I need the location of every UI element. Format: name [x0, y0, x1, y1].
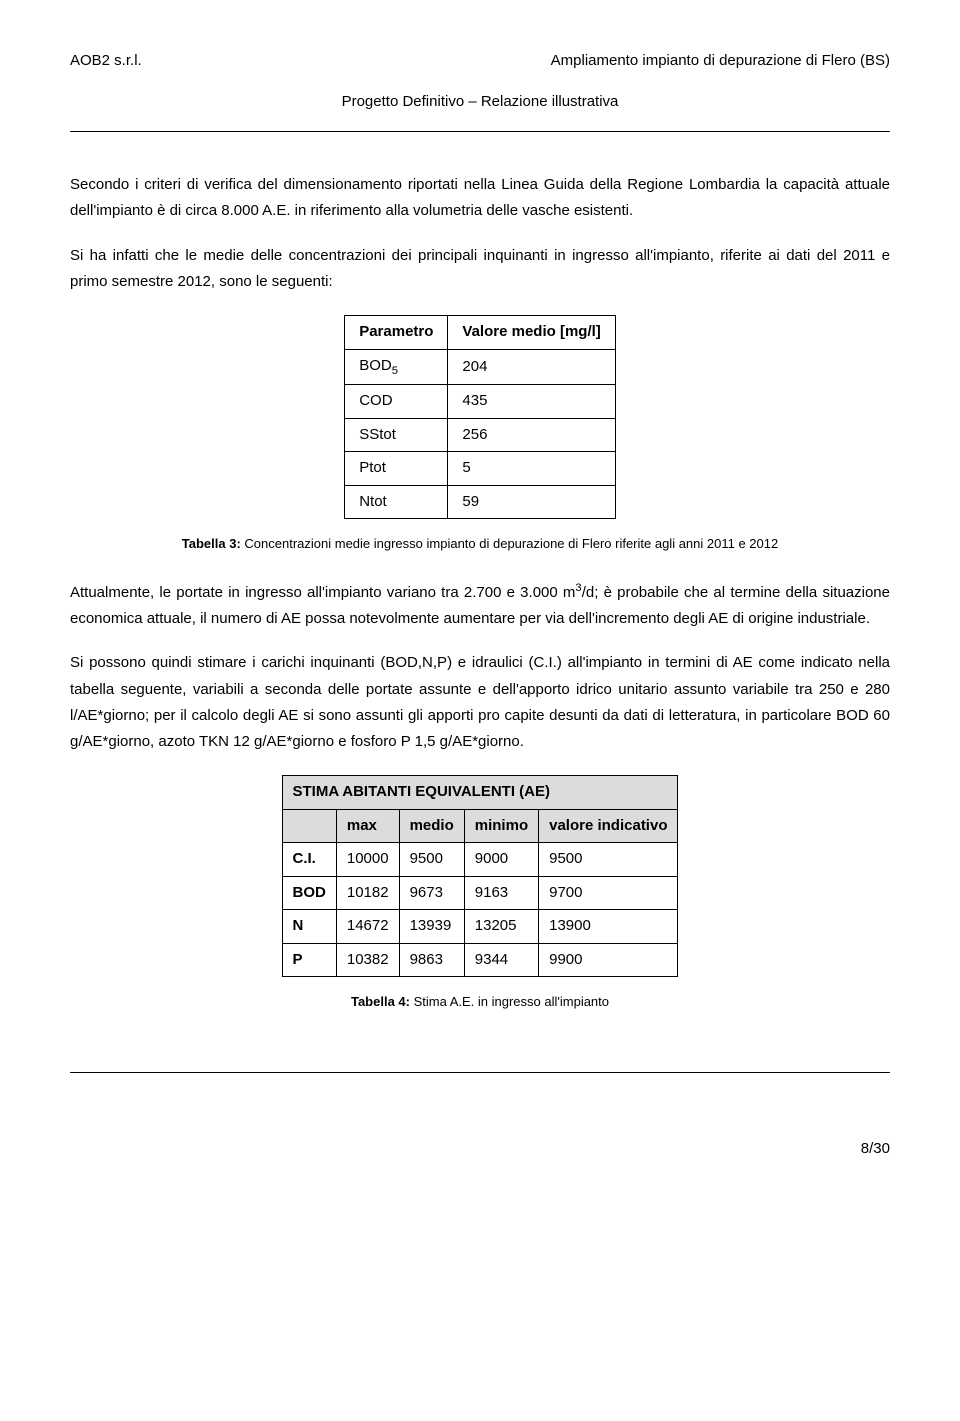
- table-row: BOD 10182 9673 9163 9700: [282, 876, 678, 910]
- cell: 13205: [464, 910, 538, 944]
- row-label: C.I.: [282, 843, 336, 877]
- table-title: STIMA ABITANTI EQUIVALENTI (AE): [282, 776, 678, 810]
- paragraph-4: Si possono quindi stimare i carichi inqu…: [70, 650, 890, 755]
- value-cell: 435: [448, 385, 615, 419]
- table-concentrations: Parametro Valore medio [mg/l] BOD5 204 C…: [344, 315, 616, 519]
- cell: 9163: [464, 876, 538, 910]
- param-cell: Ntot: [345, 485, 448, 519]
- table-3-caption: Tabella 3: Concentrazioni medie ingresso…: [70, 534, 890, 554]
- table-row: SStot 256: [345, 418, 616, 452]
- cell: 9673: [399, 876, 464, 910]
- cell: 9500: [539, 843, 678, 877]
- header-subtitle: Progetto Definitivo – Relazione illustra…: [70, 91, 890, 114]
- header-divider: [70, 131, 890, 132]
- cell: 9863: [399, 943, 464, 977]
- table-row: C.I. 10000 9500 9000 9500: [282, 843, 678, 877]
- col-valore: Valore medio [mg/l]: [448, 316, 615, 350]
- cell: 13900: [539, 910, 678, 944]
- page-number: 8/30: [70, 1138, 890, 1161]
- table-row: P 10382 9863 9344 9900: [282, 943, 678, 977]
- cell: 10000: [336, 843, 399, 877]
- paragraph-2: Si ha infatti che le medie delle concent…: [70, 243, 890, 296]
- param-cell: Ptot: [345, 452, 448, 486]
- table-4-caption: Tabella 4: Stima A.E. in ingresso all'im…: [70, 992, 890, 1012]
- col-medio: medio: [399, 809, 464, 843]
- param-cell: COD: [345, 385, 448, 419]
- cell: 9900: [539, 943, 678, 977]
- value-cell: 5: [448, 452, 615, 486]
- header-left: AOB2 s.r.l.: [70, 50, 142, 73]
- header-right: Ampliamento impianto di depurazione di F…: [551, 50, 890, 73]
- row-label: BOD: [282, 876, 336, 910]
- table-row: Ntot 59: [345, 485, 616, 519]
- cell: 9000: [464, 843, 538, 877]
- cell: 9500: [399, 843, 464, 877]
- param-cell: BOD5: [345, 349, 448, 385]
- table-row: N 14672 13939 13205 13900: [282, 910, 678, 944]
- cell: 9344: [464, 943, 538, 977]
- param-cell: SStot: [345, 418, 448, 452]
- value-cell: 204: [448, 349, 615, 385]
- table-row: Ptot 5: [345, 452, 616, 486]
- table-row: BOD5 204: [345, 349, 616, 385]
- cell: 10382: [336, 943, 399, 977]
- col-indicativo: valore indicativo: [539, 809, 678, 843]
- value-cell: 59: [448, 485, 615, 519]
- row-label: P: [282, 943, 336, 977]
- table-ae-estimate: STIMA ABITANTI EQUIVALENTI (AE) max medi…: [282, 775, 679, 977]
- paragraph-1: Secondo i criteri di verifica del dimens…: [70, 172, 890, 225]
- col-max: max: [336, 809, 399, 843]
- value-cell: 256: [448, 418, 615, 452]
- row-label: N: [282, 910, 336, 944]
- table-row: COD 435: [345, 385, 616, 419]
- footer-divider: [70, 1072, 890, 1098]
- table-title-row: STIMA ABITANTI EQUIVALENTI (AE): [282, 776, 678, 810]
- paragraph-3: Attualmente, le portate in ingresso all'…: [70, 579, 890, 633]
- col-parametro: Parametro: [345, 316, 448, 350]
- cell: 14672: [336, 910, 399, 944]
- cell: 13939: [399, 910, 464, 944]
- cell: 10182: [336, 876, 399, 910]
- table-header-row: Parametro Valore medio [mg/l]: [345, 316, 616, 350]
- col-blank: [282, 809, 336, 843]
- col-minimo: minimo: [464, 809, 538, 843]
- cell: 9700: [539, 876, 678, 910]
- table-header-row: max medio minimo valore indicativo: [282, 809, 678, 843]
